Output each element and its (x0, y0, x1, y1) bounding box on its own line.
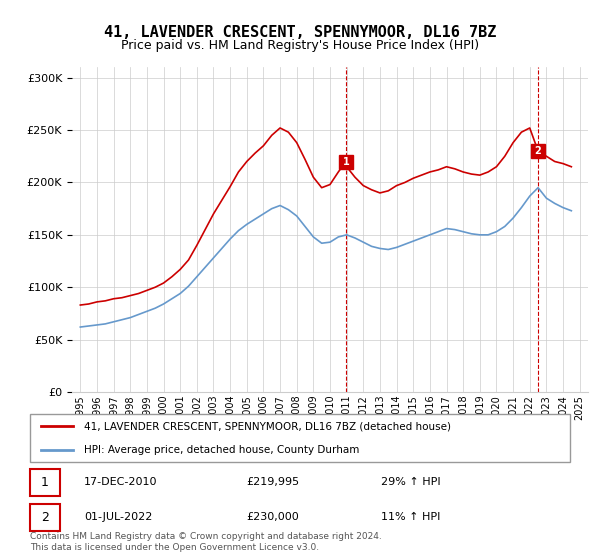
Text: £230,000: £230,000 (246, 512, 299, 522)
FancyBboxPatch shape (30, 504, 60, 531)
Text: 41, LAVENDER CRESCENT, SPENNYMOOR, DL16 7BZ (detached house): 41, LAVENDER CRESCENT, SPENNYMOOR, DL16 … (84, 421, 451, 431)
Text: 29% ↑ HPI: 29% ↑ HPI (381, 477, 440, 487)
Text: Price paid vs. HM Land Registry's House Price Index (HPI): Price paid vs. HM Land Registry's House … (121, 39, 479, 52)
Text: 2: 2 (535, 146, 541, 156)
FancyBboxPatch shape (30, 469, 60, 496)
Text: HPI: Average price, detached house, County Durham: HPI: Average price, detached house, Coun… (84, 445, 359, 455)
FancyBboxPatch shape (30, 414, 570, 462)
Text: 2: 2 (41, 511, 49, 524)
Text: 1: 1 (41, 476, 49, 489)
Text: 11% ↑ HPI: 11% ↑ HPI (381, 512, 440, 522)
Text: 17-DEC-2010: 17-DEC-2010 (84, 477, 157, 487)
Text: 01-JUL-2022: 01-JUL-2022 (84, 512, 152, 522)
Text: £219,995: £219,995 (246, 477, 299, 487)
Text: 41, LAVENDER CRESCENT, SPENNYMOOR, DL16 7BZ: 41, LAVENDER CRESCENT, SPENNYMOOR, DL16 … (104, 25, 496, 40)
Text: Contains HM Land Registry data © Crown copyright and database right 2024.
This d: Contains HM Land Registry data © Crown c… (30, 532, 382, 552)
Text: 1: 1 (343, 156, 349, 166)
